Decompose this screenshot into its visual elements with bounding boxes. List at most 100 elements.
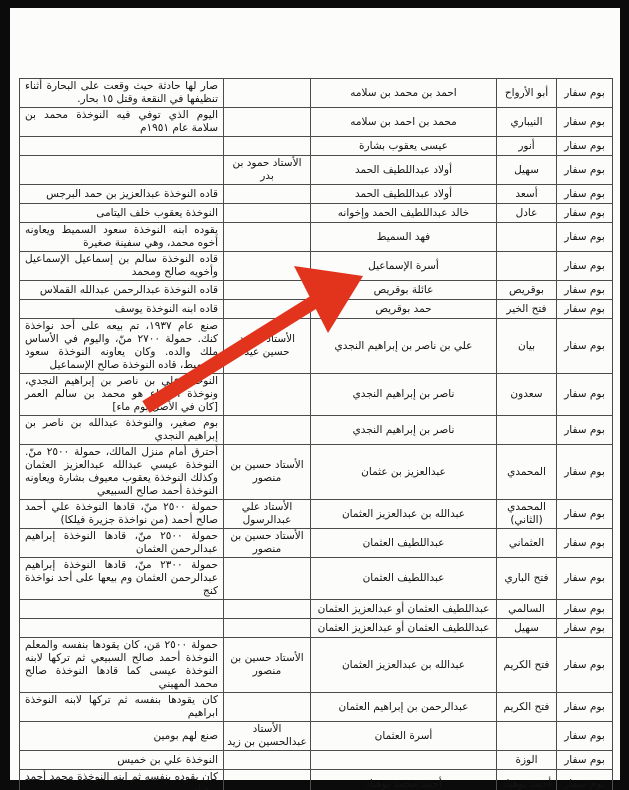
table-row: بوم سفار النيباري محمد بن احمد بن سلامه …	[19, 107, 613, 137]
cell-notes: النوخذة يعقوب خلف اليتامى	[19, 203, 224, 223]
cell-notes: النوخذة علي بن خميس	[19, 750, 224, 770]
cell-builder: الأستاد علي عبدالرسول	[223, 499, 311, 529]
cell-builder: الأستاد حسين بن منصور	[223, 637, 311, 693]
cell-builder	[223, 557, 311, 600]
table-row: بوم سفار فتح الباري عبداللطيف العثمان حم…	[19, 557, 613, 600]
cell-ship-type: بوم سفار	[556, 637, 613, 693]
cell-ship-name	[496, 721, 557, 751]
cell-builder: الأستاد حسين بن منصور	[223, 444, 311, 500]
cell-ship-type: بوم سفار	[556, 184, 613, 204]
cell-builder	[223, 136, 311, 156]
cell-ship-type: بوم سفار	[556, 299, 613, 319]
cell-owner: عائلة بوقريص	[310, 280, 497, 300]
cell-notes: كان يقودها بنفسه ثم تركها لابنه النوخذة …	[19, 692, 224, 722]
cell-ship-name: أبو الأرواح	[496, 78, 557, 108]
cell-notes: قاده ابنه النوخذة يوسف	[19, 299, 224, 319]
cell-notes: بوم صغير، والنوخذة عبدالله بن ناصر بن إب…	[19, 415, 224, 445]
cell-ship-name: السالمي	[496, 599, 557, 619]
cell-ship-type: بوم سفار	[556, 373, 613, 416]
cell-ship-type: بوم سفار	[556, 136, 613, 156]
table-row: بوم سفار السالمي عبداللطيف العثمان أو عب…	[19, 599, 613, 619]
cell-owner: أسرة العثمان	[310, 721, 497, 751]
cell-ship-name: سهيل	[496, 618, 557, 638]
cell-builder	[223, 107, 311, 137]
cell-builder	[223, 222, 311, 252]
cell-notes: صنع لهم بومين	[19, 721, 224, 751]
cell-builder: الأستاد عبدالحسين بن زيد	[223, 721, 311, 751]
cell-builder	[223, 599, 311, 619]
cell-builder	[223, 251, 311, 281]
cell-builder	[223, 750, 311, 770]
cell-owner: عيسى يعقوب بشارة	[310, 136, 497, 156]
cell-ship-name: العثماني	[496, 528, 557, 558]
cell-notes: حمولة ٢٣٠٠ منّ، قادها النوخذة إبراهيم عب…	[19, 557, 224, 600]
document-page: بوم سفار أبو الأرواح احمد بن محمد بن سلا…	[10, 8, 620, 790]
cell-builder	[223, 280, 311, 300]
cell-owner: خالد عبداللطيف الحمد وإخوانه	[310, 203, 497, 223]
cell-owner: فهد السميط	[310, 222, 497, 252]
table-row: بوم سفار المحمدي عبدالعزيز بن عثمان الأس…	[19, 444, 613, 500]
cell-owner: عبداللطيف العثمان أو عبدالعزيز العثمان	[310, 618, 497, 638]
cell-notes: حمولة ٢٥٠٠ منّ، قادها النوخذة علي أحمد ص…	[19, 499, 224, 529]
table-row: بوم سفار أسرة الإسماعيل قاده النوخذة سال…	[19, 251, 613, 281]
cell-builder	[223, 618, 311, 638]
cell-ship-type: بوم سفار	[556, 721, 613, 751]
table-row: بوم سفار فتح الكريم عبدالرحمن بن إبراهيم…	[19, 692, 613, 722]
table-row: بوم سفار سهيل أولاد عبداللطيف الحمد الأس…	[19, 155, 613, 185]
cell-ship-type: بوم سفار	[556, 769, 613, 790]
cell-ship-name: سهيل	[496, 155, 557, 185]
cell-ship-type: بوم سفار	[556, 78, 613, 108]
cell-notes: حمولة ٢٥٠٠ منّ، قادها النوخذة إبراهيم عب…	[19, 528, 224, 558]
cell-ship-type: بوم سفار	[556, 251, 613, 281]
cell-ship-name: بيان	[496, 318, 557, 374]
cell-owner: أحمد محمد بوهناد	[310, 769, 497, 790]
cell-ship-name: عادل	[496, 203, 557, 223]
cell-builder	[223, 184, 311, 204]
cell-ship-type: بوم سفار	[556, 618, 613, 638]
cell-builder	[223, 78, 311, 108]
cell-ship-name	[496, 251, 557, 281]
cell-owner: عبدالعزيز بن عثمان	[310, 444, 497, 500]
table-row: بوم سفار أنور عيسى يعقوب بشارة	[19, 136, 613, 156]
cell-ship-name	[496, 415, 557, 445]
cell-owner: احمد بن محمد بن سلامه	[310, 78, 497, 108]
cell-notes	[19, 599, 224, 619]
cell-owner: عبدالله بن عبدالعزيز العثمان	[310, 499, 497, 529]
table-row: بوم سفار ناصر بن إبراهيم النجدي بوم صغير…	[19, 415, 613, 445]
cell-notes: قاده النوخذة عبدالرحمن عبدالله القملاس	[19, 280, 224, 300]
cell-ship-name: فتح الكريم	[496, 637, 557, 693]
cell-builder	[223, 203, 311, 223]
cell-owner: أولاد عبداللطيف الحمد	[310, 184, 497, 204]
cell-ship-type: بوم سفار	[556, 280, 613, 300]
cell-notes: اليوم الذي توفي فيه النوخذة محمد بن سلام…	[19, 107, 224, 137]
cell-owner: عبدالله بن عبدالعزيز العثمان	[310, 637, 497, 693]
cell-ship-name: بوقريص	[496, 280, 557, 300]
cell-ship-type: بوم سفار	[556, 499, 613, 529]
cell-ship-name: أحمد بوهناد	[496, 769, 557, 790]
cell-ship-name: فتح الباري	[496, 557, 557, 600]
cell-notes: قاده النوخذة عبدالعزيز بن حمد البرجس	[19, 184, 224, 204]
cell-owner: ناصر بن إبراهيم النجدي	[310, 415, 497, 445]
cell-ship-type: بوم سفار	[556, 415, 613, 445]
cell-builder	[223, 692, 311, 722]
table-row: بوم سفار أحمد بوهناد أحمد محمد بوهناد كا…	[19, 769, 613, 790]
table-row: بوم سفار أسعد أولاد عبداللطيف الحمد قاده…	[19, 184, 613, 204]
cell-owner: عبداللطيف العثمان أو عبدالعزيز العثمان	[310, 599, 497, 619]
cell-ship-type: بوم سفار	[556, 155, 613, 185]
cell-ship-type: بوم سفار	[556, 107, 613, 137]
cell-notes	[19, 618, 224, 638]
cell-notes: النوخذة علي بن ناصر بن إبراهيم النجدي، و…	[19, 373, 224, 416]
cell-builder: الأستاد حسين بن منصور	[223, 528, 311, 558]
cell-builder	[223, 373, 311, 416]
cell-ship-type: بوم سفار	[556, 203, 613, 223]
table-row: بوم سفار فهد السميط يقوده ابنه النوخذة س…	[19, 222, 613, 252]
table-row: بوم سفار بوقريص عائلة بوقريص قاده النوخذ…	[19, 280, 613, 300]
cell-ship-type: بوم سفار	[556, 750, 613, 770]
cell-builder: الأستاد محمد حسين عيد	[223, 318, 311, 374]
cell-owner: عبدالرحمن بن إبراهيم العثمان	[310, 692, 497, 722]
cell-owner: علي بن ناصر بن إبراهيم النجدي	[310, 318, 497, 374]
cell-ship-name: فتح الخير	[496, 299, 557, 319]
cell-ship-name: المحمدي (الثاني)	[496, 499, 557, 529]
table-row: بوم سفار سهيل عبداللطيف العثمان أو عبدال…	[19, 618, 613, 638]
